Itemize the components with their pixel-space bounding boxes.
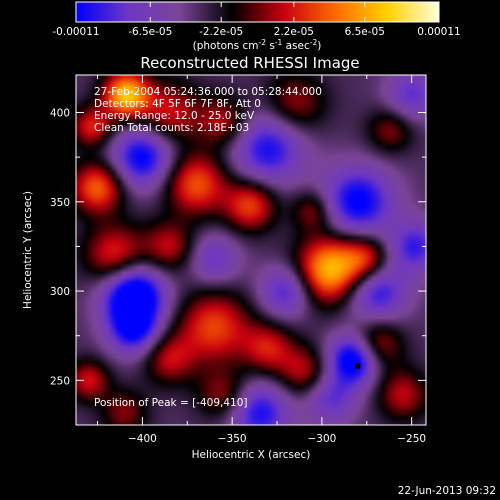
- colorbar-tick-labels: -0.00011 -6.5e-05 -2.2e-05 2.2e-05 6.5e-05 0.…: [52, 26, 460, 38]
- y-tick-label: 250: [50, 375, 70, 387]
- colorbar-ticks: [75, 2, 440, 22]
- footer-timestamp: 22-Jun-2013 09:32: [398, 485, 496, 497]
- colorbar-tick-label: 2.2e-05: [274, 26, 314, 38]
- x-axis-ticks: [97, 75, 413, 425]
- colorbar-tick-label: -2.2e-05: [199, 26, 243, 38]
- plot-frame: [75, 74, 427, 426]
- y-tick-label: 400: [50, 108, 70, 120]
- peak-marker: [355, 363, 361, 369]
- colorbar-frame: [75, 1, 440, 23]
- colorbar-tick-label: -6.5e-05: [128, 26, 172, 38]
- y-axis-label: Heliocentric Y (arcsec): [22, 191, 34, 309]
- colorbar-tick-label: 6.5e-05: [345, 26, 385, 38]
- x-tick-label: −400: [128, 433, 157, 445]
- annotation-detectors: Detectors: 4F 5F 6F 7F 8F, Att 0: [94, 98, 261, 110]
- annotation-clean-counts: Clean Total counts: 2.18E+03: [94, 122, 249, 134]
- x-axis-tick-labels: −400 −350 −300 −250: [128, 433, 426, 445]
- annotation-energy-range: Energy Range: 12.0 - 25.0 keV: [94, 110, 255, 122]
- colorbar-tick-label: 0.00011: [417, 26, 460, 38]
- colorbar-tick-label: -0.00011: [52, 26, 99, 38]
- colorbar-units: (photons cm-2 s-1 asec-2): [193, 38, 322, 52]
- heatmap-image: [76, 75, 426, 425]
- y-axis-ticks: [76, 112, 426, 426]
- chart-title: Reconstructed RHESSI Image: [140, 54, 359, 72]
- y-axis-tick-labels: 250 300 350 400: [50, 108, 70, 388]
- y-tick-label: 350: [50, 197, 70, 209]
- x-tick-label: −300: [307, 433, 336, 445]
- annotation-peak-position: Position of Peak = [-409,410]: [94, 397, 248, 409]
- colorbar-gradient: [76, 2, 439, 22]
- x-tick-label: −350: [218, 433, 247, 445]
- x-axis-label: Heliocentric X (arcsec): [192, 449, 311, 461]
- x-tick-label: −250: [397, 433, 426, 445]
- annotation-time-range: 27-Feb-2004 05:24:36.000 to 05:28:44.000: [94, 86, 322, 98]
- colorbar: -0.00011 -6.5e-05 -2.2e-05 2.2e-05 6.5e-05 0.…: [52, 1, 461, 52]
- y-tick-label: 300: [50, 286, 70, 298]
